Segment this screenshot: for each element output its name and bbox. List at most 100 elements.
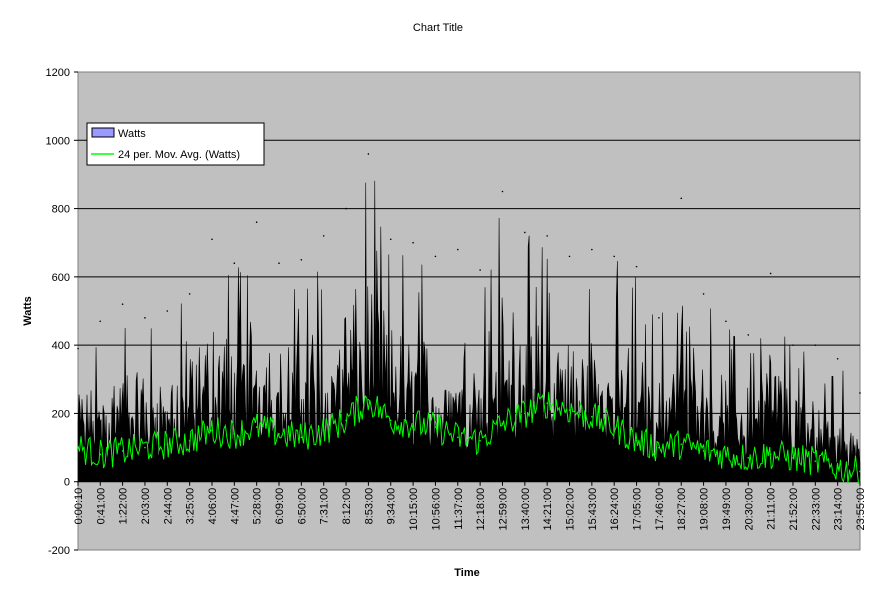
watts-point-16	[434, 255, 437, 258]
moving-average-point-17	[456, 436, 459, 439]
watts-point-15	[412, 241, 414, 244]
chart-title: Chart Title	[413, 22, 463, 34]
watts-point-25	[635, 265, 638, 268]
x-tick-label-28: 19:08:00	[699, 488, 711, 531]
x-tick-label-7: 4:47:00	[229, 488, 241, 525]
y-tick-label-1: 0	[64, 477, 70, 489]
x-tick-label-33: 22:33:00	[810, 488, 822, 531]
moving-average-point-27	[680, 443, 683, 445]
moving-average-point-33	[814, 460, 817, 463]
moving-average-point-35	[859, 470, 861, 473]
watts-point-11	[322, 235, 325, 237]
watts-point-27	[680, 197, 683, 200]
y-tick-label-4: 600	[52, 272, 70, 284]
watts-point-35	[859, 392, 861, 394]
watts-point-26	[658, 317, 660, 319]
x-tick-label-10: 6:50:00	[296, 488, 308, 525]
moving-average-point-24	[613, 426, 615, 428]
watts-point-23	[591, 248, 593, 251]
x-tick-label-30: 20:30:00	[743, 488, 755, 531]
watts-point-22	[568, 255, 571, 258]
moving-average-point-2	[121, 450, 124, 452]
moving-average-point-6	[211, 429, 213, 432]
moving-average-point-4	[166, 443, 169, 445]
watts-point-28	[702, 293, 705, 295]
watts-point-13	[367, 153, 370, 155]
x-tick-label-8: 5:28:00	[252, 488, 264, 525]
watts-point-5	[188, 293, 191, 295]
x-tick-label-14: 9:34:00	[386, 488, 398, 525]
watts-point-20	[524, 231, 526, 234]
legend: Watts 24 per. Mov. Avg. (Watts)	[86, 122, 265, 166]
moving-average-point-15	[412, 422, 414, 425]
x-tick-label-4: 2:44:00	[162, 488, 174, 525]
x-tick-label-5: 3:25:00	[185, 488, 197, 525]
x-tick-label-27: 18:27:00	[676, 488, 688, 531]
watts-point-6	[211, 238, 213, 241]
moving-average-point-3	[144, 446, 146, 449]
watts-point-31	[769, 272, 772, 275]
x-tick-label-16: 10:56:00	[430, 488, 442, 531]
moving-average-point-13	[367, 398, 370, 401]
moving-average-point-5	[188, 439, 191, 442]
watts-point-2	[121, 303, 124, 305]
x-tick-label-12: 8:12:00	[341, 488, 353, 525]
x-tick-label-9: 6:09:00	[274, 488, 286, 525]
watts-point-32	[792, 344, 794, 346]
x-axis: 0:00:10 0:41:00 1:22:00 2:03:00 2:44:00 3:25:…	[73, 481, 867, 531]
watts-point-8	[255, 221, 258, 224]
x-tick-label-13: 8:53:00	[363, 488, 375, 525]
x-tick-label-19: 12:59:00	[498, 488, 510, 531]
x-tick-label-25: 17:05:00	[632, 488, 644, 531]
moving-average-point-7	[233, 433, 236, 435]
legend-label-watts: Watts	[118, 128, 146, 140]
watts-point-33	[814, 344, 817, 346]
moving-average-point-16	[434, 426, 437, 428]
x-axis-label: Time	[454, 567, 479, 579]
x-tick-label-0: 0:00:10	[73, 488, 85, 525]
watts-point-3	[144, 317, 146, 319]
moving-average-point-26	[658, 446, 660, 449]
x-tick-label-20: 13:40:00	[520, 488, 532, 531]
y-tick-label-5: 800	[52, 204, 70, 216]
y-axis: -200 0 200 400 600 800 1000 1200	[46, 67, 78, 557]
x-tick-label-34: 23:14:00	[833, 488, 845, 531]
moving-average-point-18	[479, 439, 481, 442]
x-tick-label-18: 12:18:00	[475, 488, 487, 531]
moving-average-point-28	[702, 450, 705, 452]
watts-point-34	[836, 358, 839, 360]
x-tick-label-21: 14:21:00	[542, 488, 554, 531]
moving-average-point-9	[278, 433, 280, 435]
watts-point-29	[725, 320, 727, 323]
moving-average-point-20	[524, 412, 526, 415]
watts-point-18	[479, 269, 481, 271]
moving-average-point-23	[591, 416, 593, 418]
y-tick-label-0: -200	[48, 545, 70, 557]
x-tick-label-15: 10:15:00	[408, 488, 420, 531]
moving-average-point-21	[546, 402, 548, 404]
legend-box	[86, 122, 265, 166]
y-tick-label-6: 1000	[46, 135, 70, 147]
x-tick-label-26: 17:46:00	[654, 488, 666, 531]
series-watts-area	[77, 180, 861, 483]
x-tick-label-2: 1:22:00	[118, 488, 130, 525]
moving-average-point-30	[747, 457, 750, 459]
moving-average-point-0	[77, 446, 79, 449]
x-tick-label-23: 15:43:00	[587, 488, 599, 531]
watts-point-21	[546, 235, 548, 237]
watts-point-14	[389, 238, 392, 241]
moving-average-point-19	[501, 422, 504, 425]
watts-point-1	[99, 320, 102, 323]
x-tick-label-22: 15:02:00	[565, 488, 577, 531]
x-tick-label-3: 2:03:00	[140, 488, 152, 525]
moving-average-point-31	[769, 453, 772, 456]
watts-point-7	[233, 262, 236, 265]
moving-average-point-29	[725, 453, 727, 456]
moving-average-point-25	[635, 439, 638, 442]
moving-average-point-11	[322, 429, 325, 432]
moving-average-point-14	[389, 419, 392, 422]
moving-average-point-1	[99, 453, 102, 456]
moving-average-point-8	[255, 426, 258, 428]
